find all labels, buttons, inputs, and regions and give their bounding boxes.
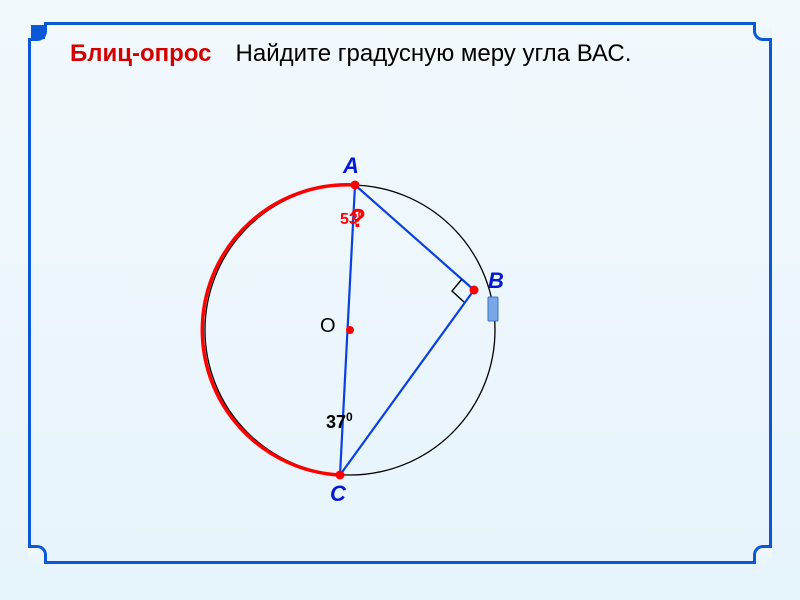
point-B (470, 286, 479, 295)
label-B: В (488, 268, 504, 293)
cursor-rect-icon (488, 297, 498, 321)
point-C (336, 471, 345, 480)
angle-37: 370 (326, 410, 353, 432)
geometry-diagram: A В C O 370 530 ? (0, 0, 800, 600)
point-O (346, 326, 354, 334)
slide-stage: Блиц-опрос Найдите градусную меру угла В… (0, 0, 800, 600)
point-A (351, 181, 360, 190)
label-O: O (320, 315, 336, 337)
line-CB (340, 290, 474, 475)
question-mark-icon: ? (350, 203, 366, 233)
label-C: C (330, 481, 347, 506)
label-A: A (342, 153, 359, 178)
right-angle-marker (452, 279, 464, 302)
